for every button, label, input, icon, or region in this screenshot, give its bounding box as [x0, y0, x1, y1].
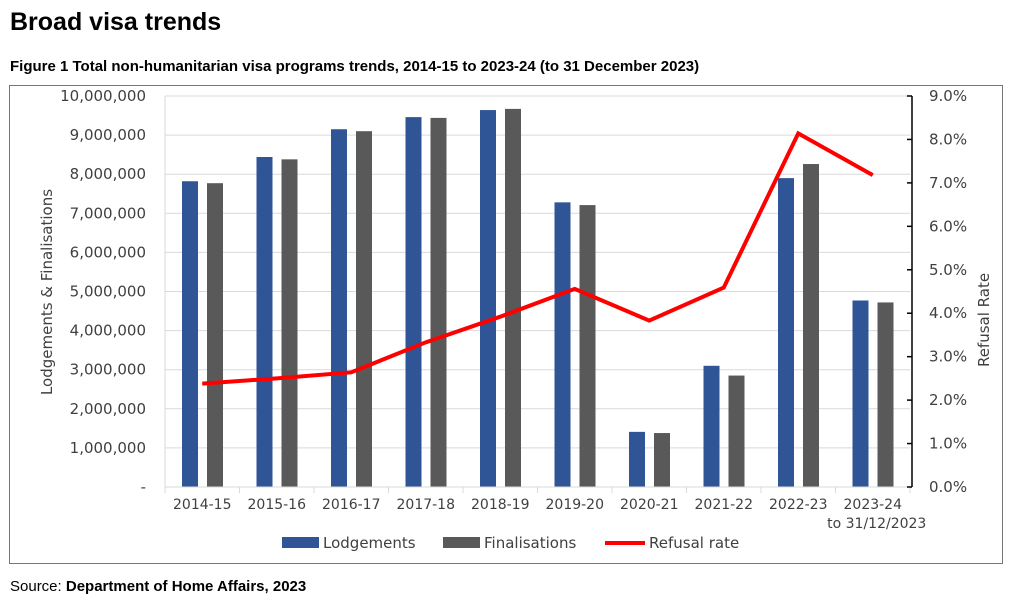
- bar-lodgements: [778, 178, 794, 488]
- source-label: Source:: [10, 578, 62, 595]
- x-tick-label: 2016-17: [322, 497, 381, 513]
- bar-lodgements: [182, 181, 198, 487]
- bar-finalisations: [803, 164, 819, 487]
- x-tick-label: 2020-21: [620, 497, 679, 513]
- x-tick-label: 2018-19: [471, 497, 530, 513]
- bar-finalisations: [281, 159, 298, 488]
- y2-tick-label: 1.0%: [929, 435, 967, 453]
- y-axis-title: Lodgements & Finalisations: [38, 189, 56, 395]
- legend: Lodgements Finalisations Refusal rate: [282, 534, 739, 552]
- y2-tick-label: 9.0%: [929, 87, 967, 105]
- bar-finalisations: [207, 183, 223, 487]
- y2-tick-label: 7.0%: [929, 174, 967, 192]
- y-tick-label: 6,000,000: [70, 243, 146, 261]
- right-axis-tick-labels: 0.0% 1.0% 2.0% 3.0% 4.0% 5.0% 6.0% 7.0% 8.0% 9.0%: [929, 87, 967, 496]
- y-tick-label: 1,000,000: [70, 439, 146, 457]
- bar-lodgements: [703, 365, 720, 487]
- y-tick-label: 5,000,000: [70, 283, 146, 301]
- gridlines: [165, 95, 910, 449]
- figure-title: Figure 1 Total non-humanitarian visa pro…: [10, 58, 700, 75]
- bar-finalisations: [877, 302, 894, 487]
- bar-lodgements: [554, 202, 571, 488]
- y-tick-label: 9,000,000: [70, 126, 146, 144]
- y2-tick-label: 3.0%: [929, 348, 967, 366]
- x-tick-sublabel: to 31/12/2023: [827, 516, 926, 532]
- y2-tick-label: 0.0%: [929, 478, 967, 496]
- legend-label-lodgements: Lodgements: [323, 534, 416, 552]
- bar-finalisations: [579, 205, 596, 488]
- y2-tick-label: 4.0%: [929, 304, 967, 322]
- y-tick-label: -: [141, 478, 146, 496]
- bar-finalisations: [654, 433, 670, 487]
- refusal-rate-line: [202, 130, 874, 386]
- y2-tick-label: 8.0%: [929, 130, 967, 148]
- y2-tick-label: 6.0%: [929, 217, 967, 235]
- bar-finalisations: [728, 375, 745, 487]
- bar-finalisations: [430, 117, 447, 488]
- y-tick-label: 10,000,000: [60, 87, 146, 105]
- refusal-rate-line-group: [202, 130, 874, 386]
- x-tick-label: 2014-15: [173, 497, 232, 513]
- legend-label-refusal-rate: Refusal rate: [649, 534, 739, 552]
- bar-lodgements: [405, 117, 422, 487]
- legend-swatch-finalisations: [443, 537, 480, 548]
- page-title: Broad visa trends: [10, 8, 222, 36]
- y-tick-label: 7,000,000: [70, 204, 146, 222]
- bar-lodgements: [480, 110, 496, 488]
- x-tick-label: 2017-18: [397, 497, 456, 513]
- y-tick-label: 4,000,000: [70, 322, 146, 340]
- x-tick-label: 2019-20: [546, 497, 605, 513]
- y-tick-label: 8,000,000: [70, 165, 146, 183]
- bars: [182, 108, 894, 488]
- legend-swatch-lodgements: [282, 537, 319, 548]
- x-tick-label: 2023-24: [844, 497, 903, 513]
- source-text: Department of Home Affairs, 2023: [65, 578, 307, 595]
- y2-tick-label: 5.0%: [929, 261, 967, 279]
- bar-lodgements: [331, 129, 347, 488]
- bar-finalisations: [505, 108, 521, 487]
- y2-axis-title: Refusal Rate: [975, 273, 993, 367]
- chart-frame: [9, 85, 1003, 564]
- x-axis-tick-labels: 2014-15 2015-16 2016-17 2017-18 2018-19 2019-…: [173, 497, 926, 532]
- x-tick-label: 2021-22: [695, 497, 754, 513]
- bar-lodgements: [852, 300, 869, 487]
- legend-label-finalisations: Finalisations: [484, 534, 576, 552]
- axes: [164, 95, 913, 493]
- x-tick-label: 2015-16: [248, 497, 307, 513]
- y2-tick-label: 2.0%: [929, 391, 967, 409]
- source-note: Source: Department of Home Affairs, 2023: [10, 578, 306, 595]
- bar-lodgements: [629, 431, 645, 487]
- y-tick-label: 2,000,000: [70, 400, 146, 418]
- x-tick-label: 2022-23: [769, 497, 828, 513]
- bar-lodgements: [256, 156, 273, 487]
- bar-finalisations: [356, 131, 372, 487]
- left-axis-tick-labels: - 1,000,000 2,000,000 3,000,000 4,000,000 5,0…: [60, 87, 146, 496]
- y-tick-label: 3,000,000: [70, 361, 146, 379]
